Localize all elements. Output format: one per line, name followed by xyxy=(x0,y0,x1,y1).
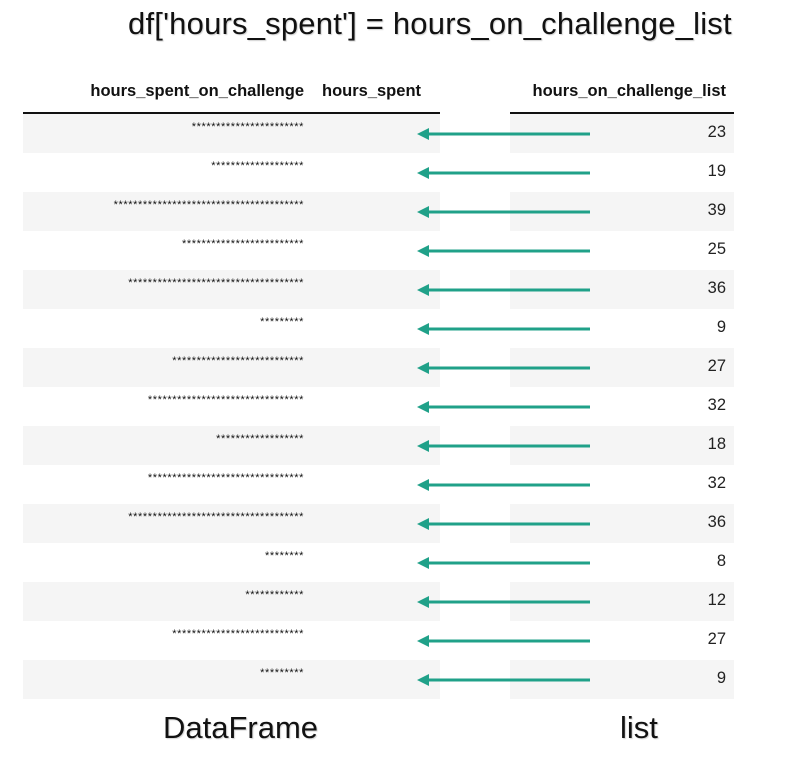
dataframe-row-background xyxy=(23,504,440,543)
dataframe-header-rule xyxy=(23,112,440,114)
asterisk-cell: ********* xyxy=(260,316,304,328)
asterisk-cell: ************ xyxy=(245,589,304,601)
dataframe-row-background xyxy=(23,465,440,504)
dataframe-row-background xyxy=(23,270,440,309)
asterisk-cell: ********* xyxy=(260,667,304,679)
header-hours-on-challenge-list: hours_on_challenge_list xyxy=(532,82,726,100)
asterisk-cell: *************************** xyxy=(172,628,304,640)
list-value-cell: 25 xyxy=(707,240,726,258)
list-value-cell: 39 xyxy=(707,201,726,219)
dataframe-row-background xyxy=(23,426,440,465)
left-arrow-icon xyxy=(417,401,590,413)
asterisk-cell: ************************************ xyxy=(128,511,304,523)
list-value-cell: 18 xyxy=(707,435,726,453)
left-arrow-icon xyxy=(417,518,590,530)
left-arrow-icon xyxy=(417,635,590,647)
dataframe-caption: DataFrame xyxy=(163,710,319,745)
list-value-cell: 8 xyxy=(716,552,726,570)
dataframe-row-background xyxy=(23,114,440,153)
table-rows: *********************** 23 ***************… xyxy=(0,114,794,699)
table-row: ************************* 25 xyxy=(0,231,794,270)
asterisk-cell: ****************** xyxy=(216,433,304,445)
list-header-rule xyxy=(510,112,734,114)
table-row: ********* 9 xyxy=(0,309,794,348)
left-arrow-icon xyxy=(417,479,590,491)
list-value-cell: 9 xyxy=(716,318,726,336)
table-row: *************************** 27 xyxy=(0,621,794,660)
list-value-cell: 36 xyxy=(707,513,726,531)
asterisk-cell: *************************** xyxy=(172,355,304,367)
asterisk-cell: ************************************ xyxy=(128,277,304,289)
left-arrow-icon xyxy=(417,362,590,374)
table-row: ********* 9 xyxy=(0,660,794,699)
list-value-cell: 32 xyxy=(707,396,726,414)
list-value-cell: 27 xyxy=(707,357,726,375)
dataframe-row-background xyxy=(23,309,440,348)
header-hours-spent: hours_spent xyxy=(322,82,422,100)
list-value-cell: 19 xyxy=(707,162,726,180)
asterisk-cell: *********************** xyxy=(191,121,304,133)
asterisk-cell: *************************************** xyxy=(113,199,304,211)
dataframe-row-background xyxy=(23,231,440,270)
asterisk-cell: ******************************** xyxy=(147,394,304,406)
list-value-cell: 23 xyxy=(707,123,726,141)
dataframe-row-background xyxy=(23,660,440,699)
left-arrow-icon xyxy=(417,323,590,335)
table-row: ******** 8 xyxy=(0,543,794,582)
table-row: *************************** 27 xyxy=(0,348,794,387)
table-row: ******************* 19 xyxy=(0,153,794,192)
left-arrow-icon xyxy=(417,674,590,686)
header-hours-spent-on-challenge: hours_spent_on_challenge xyxy=(90,82,304,100)
dataframe-row-background xyxy=(23,348,440,387)
table-row: ************************************ 36 xyxy=(0,270,794,309)
list-value-cell: 32 xyxy=(707,474,726,492)
table-row: *************************************** 3… xyxy=(0,192,794,231)
list-caption: list xyxy=(620,710,658,745)
dataframe-row-background xyxy=(23,582,440,621)
asterisk-cell: ******************************** xyxy=(147,472,304,484)
left-arrow-icon xyxy=(417,128,590,140)
asterisk-cell: ******************* xyxy=(211,160,304,172)
table-row: ******************************** 32 xyxy=(0,465,794,504)
left-arrow-icon xyxy=(417,167,590,179)
table-row: ****************** 18 xyxy=(0,426,794,465)
dataframe-row-background xyxy=(23,192,440,231)
dataframe-row-background xyxy=(23,543,440,582)
table-row: ************ 12 xyxy=(0,582,794,621)
left-arrow-icon xyxy=(417,245,590,257)
table-row: ******************************** 32 xyxy=(0,387,794,426)
table-row: ************************************ 36 xyxy=(0,504,794,543)
list-value-cell: 27 xyxy=(707,630,726,648)
left-arrow-icon xyxy=(417,596,590,608)
code-title: df['hours_spent'] = hours_on_challenge_l… xyxy=(128,6,732,41)
left-arrow-icon xyxy=(417,284,590,296)
list-value-cell: 36 xyxy=(707,279,726,297)
dataframe-row-background xyxy=(23,387,440,426)
table-row: *********************** 23 xyxy=(0,114,794,153)
list-value-cell: 9 xyxy=(716,669,726,687)
asterisk-cell: ************************* xyxy=(181,238,304,250)
left-arrow-icon xyxy=(417,557,590,569)
left-arrow-icon xyxy=(417,206,590,218)
dataframe-row-background xyxy=(23,153,440,192)
left-arrow-icon xyxy=(417,440,590,452)
list-value-cell: 12 xyxy=(707,591,726,609)
asterisk-cell: ******** xyxy=(264,550,304,562)
dataframe-row-background xyxy=(23,621,440,660)
